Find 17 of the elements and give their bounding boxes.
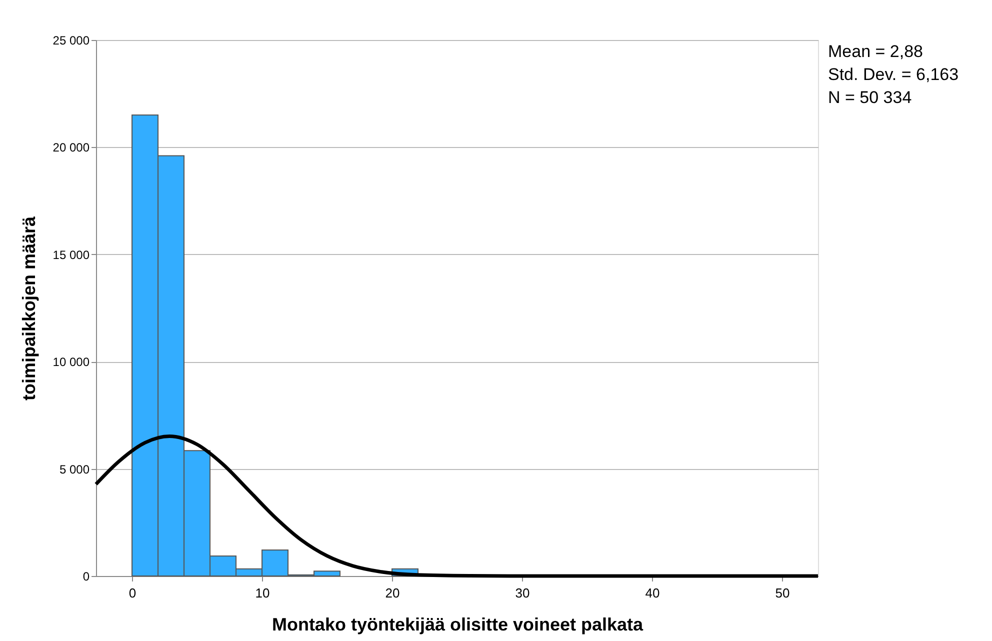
text: N = 50 334 xyxy=(828,88,912,107)
y-axis-title: toimipaikkojen määrä xyxy=(18,215,39,401)
y-tick-label: 5 000 xyxy=(59,462,90,476)
x-tick-label: 30 xyxy=(515,586,530,600)
x-tick-label: 0 xyxy=(128,586,136,600)
x-axis-title: Montako työntekijää olisitte voineet palkata xyxy=(272,614,644,634)
text: Mean = 2,88 xyxy=(828,42,923,61)
y-tick-label: 0 xyxy=(82,570,90,584)
y-tick-label: 25 000 xyxy=(52,34,90,48)
x-tick-label: 50 xyxy=(775,586,790,600)
x-tick-label: 40 xyxy=(645,586,660,600)
text: Std. Dev. = 6,163 xyxy=(828,65,959,84)
y-tick-label: 15 000 xyxy=(52,248,90,262)
y-tick-label: 20 000 xyxy=(52,140,90,155)
y-tick-label: 10 000 xyxy=(52,355,90,370)
x-tick-label: 20 xyxy=(385,586,400,600)
x-tick-label: 10 xyxy=(255,586,270,600)
